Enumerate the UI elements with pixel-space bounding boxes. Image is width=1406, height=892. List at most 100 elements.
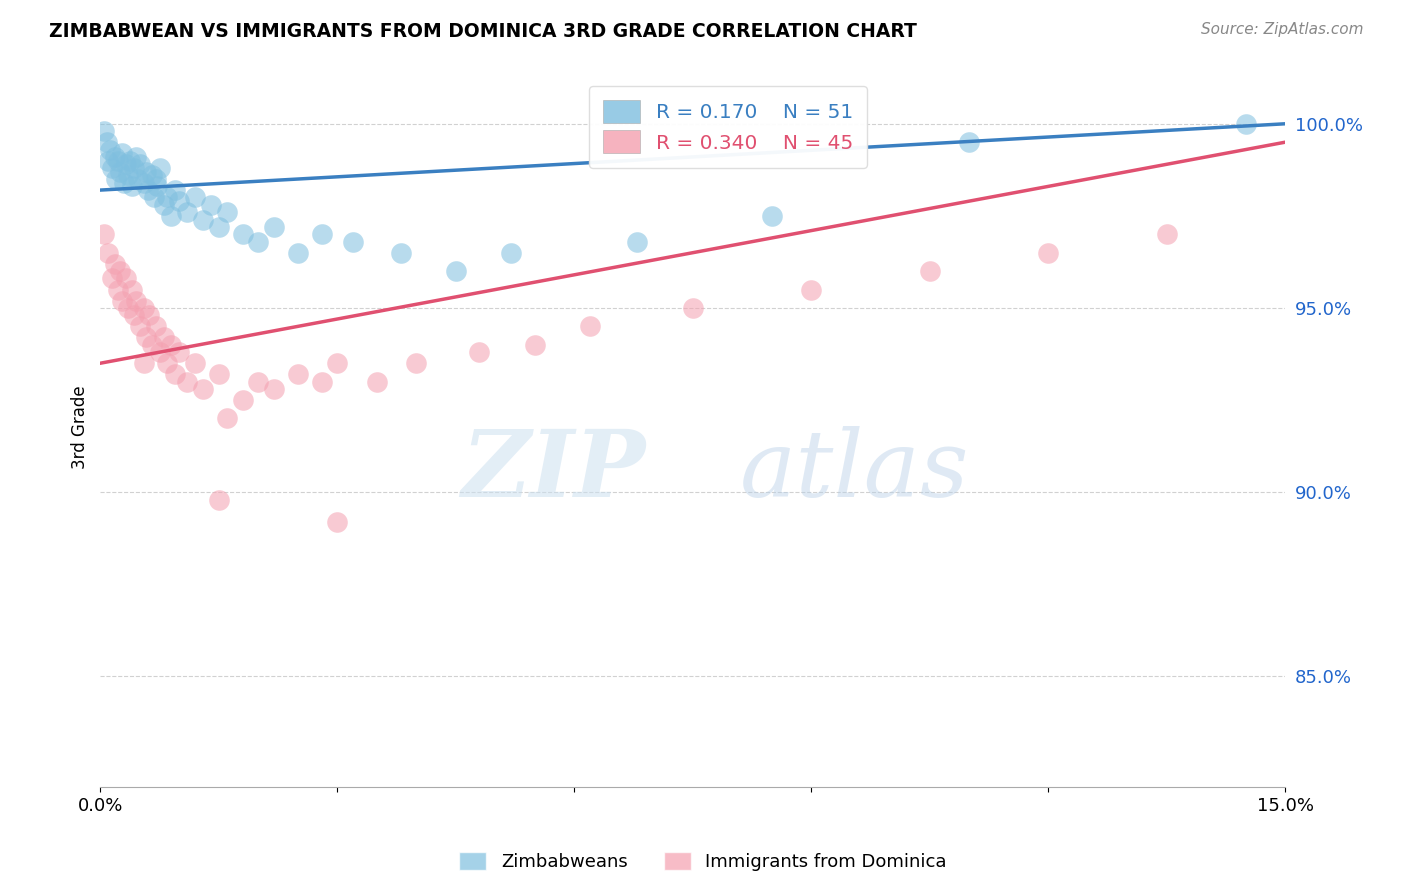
Point xyxy=(145,319,167,334)
Point xyxy=(800,283,823,297)
Point xyxy=(132,356,155,370)
Point xyxy=(156,356,179,370)
Text: atlas: atlas xyxy=(740,425,970,516)
Point xyxy=(184,356,207,370)
Point xyxy=(149,345,172,359)
Point xyxy=(112,176,135,190)
Point xyxy=(579,319,602,334)
Text: ZIMBABWEAN VS IMMIGRANTS FROM DOMINICA 3RD GRADE CORRELATION CHART: ZIMBABWEAN VS IMMIGRANTS FROM DOMINICA 3… xyxy=(49,22,917,41)
Point xyxy=(120,153,142,168)
Point xyxy=(145,172,167,186)
Point xyxy=(215,205,238,219)
Point xyxy=(122,309,145,323)
Point xyxy=(200,198,222,212)
Point xyxy=(231,227,253,242)
Point xyxy=(97,153,120,168)
Point xyxy=(108,264,131,278)
Point xyxy=(1156,227,1178,242)
Point xyxy=(135,330,157,344)
Point xyxy=(444,264,467,278)
Point xyxy=(143,190,166,204)
Point xyxy=(311,375,333,389)
Point xyxy=(107,153,129,168)
Point xyxy=(111,293,134,308)
Point xyxy=(101,161,124,175)
Point xyxy=(215,411,238,425)
Point xyxy=(626,235,648,249)
Point xyxy=(114,157,136,171)
Point xyxy=(287,245,309,260)
Point xyxy=(191,382,214,396)
Point xyxy=(98,143,121,157)
Point xyxy=(152,330,174,344)
Point xyxy=(93,227,115,242)
Point xyxy=(342,235,364,249)
Point xyxy=(105,172,128,186)
Point xyxy=(141,338,163,352)
Point xyxy=(682,301,704,315)
Point xyxy=(114,271,136,285)
Point xyxy=(93,124,115,138)
Point xyxy=(128,157,150,171)
Point xyxy=(176,205,198,219)
Legend: R = 0.170    N = 51, R = 0.340    N = 45: R = 0.170 N = 51, R = 0.340 N = 45 xyxy=(589,86,868,168)
Point xyxy=(117,169,139,183)
Point xyxy=(97,245,120,260)
Point xyxy=(247,375,270,389)
Point xyxy=(160,338,183,352)
Text: ZIP: ZIP xyxy=(461,425,645,516)
Point xyxy=(169,194,191,208)
Point xyxy=(761,209,783,223)
Point xyxy=(135,164,157,178)
Point xyxy=(122,161,145,175)
Point xyxy=(263,382,285,396)
Point xyxy=(160,209,183,223)
Point xyxy=(263,219,285,234)
Point xyxy=(176,375,198,389)
Point xyxy=(111,146,134,161)
Point xyxy=(121,283,143,297)
Point xyxy=(127,172,149,186)
Point xyxy=(125,150,148,164)
Point xyxy=(128,319,150,334)
Point xyxy=(287,368,309,382)
Point xyxy=(468,345,491,359)
Point xyxy=(141,169,163,183)
Point xyxy=(96,135,118,149)
Point xyxy=(101,271,124,285)
Point xyxy=(138,309,160,323)
Point xyxy=(165,368,187,382)
Y-axis label: 3rd Grade: 3rd Grade xyxy=(72,386,89,469)
Point xyxy=(117,301,139,315)
Point xyxy=(103,150,125,164)
Point xyxy=(208,368,231,382)
Legend: Zimbabweans, Immigrants from Dominica: Zimbabweans, Immigrants from Dominica xyxy=(453,845,953,879)
Point xyxy=(389,245,412,260)
Text: Source: ZipAtlas.com: Source: ZipAtlas.com xyxy=(1201,22,1364,37)
Point xyxy=(121,179,143,194)
Point xyxy=(957,135,980,149)
Point xyxy=(132,301,155,315)
Point xyxy=(405,356,427,370)
Point xyxy=(311,227,333,242)
Point xyxy=(208,219,231,234)
Point xyxy=(366,375,388,389)
Point xyxy=(125,293,148,308)
Point xyxy=(156,190,179,204)
Point xyxy=(1038,245,1060,260)
Point xyxy=(231,392,253,407)
Point xyxy=(1234,117,1257,131)
Point xyxy=(103,257,125,271)
Point xyxy=(918,264,941,278)
Point xyxy=(326,515,349,529)
Point xyxy=(326,356,349,370)
Point xyxy=(107,283,129,297)
Point xyxy=(108,164,131,178)
Point xyxy=(169,345,191,359)
Point xyxy=(146,179,169,194)
Point xyxy=(247,235,270,249)
Point xyxy=(191,212,214,227)
Point xyxy=(136,183,159,197)
Point xyxy=(501,245,523,260)
Point xyxy=(165,183,187,197)
